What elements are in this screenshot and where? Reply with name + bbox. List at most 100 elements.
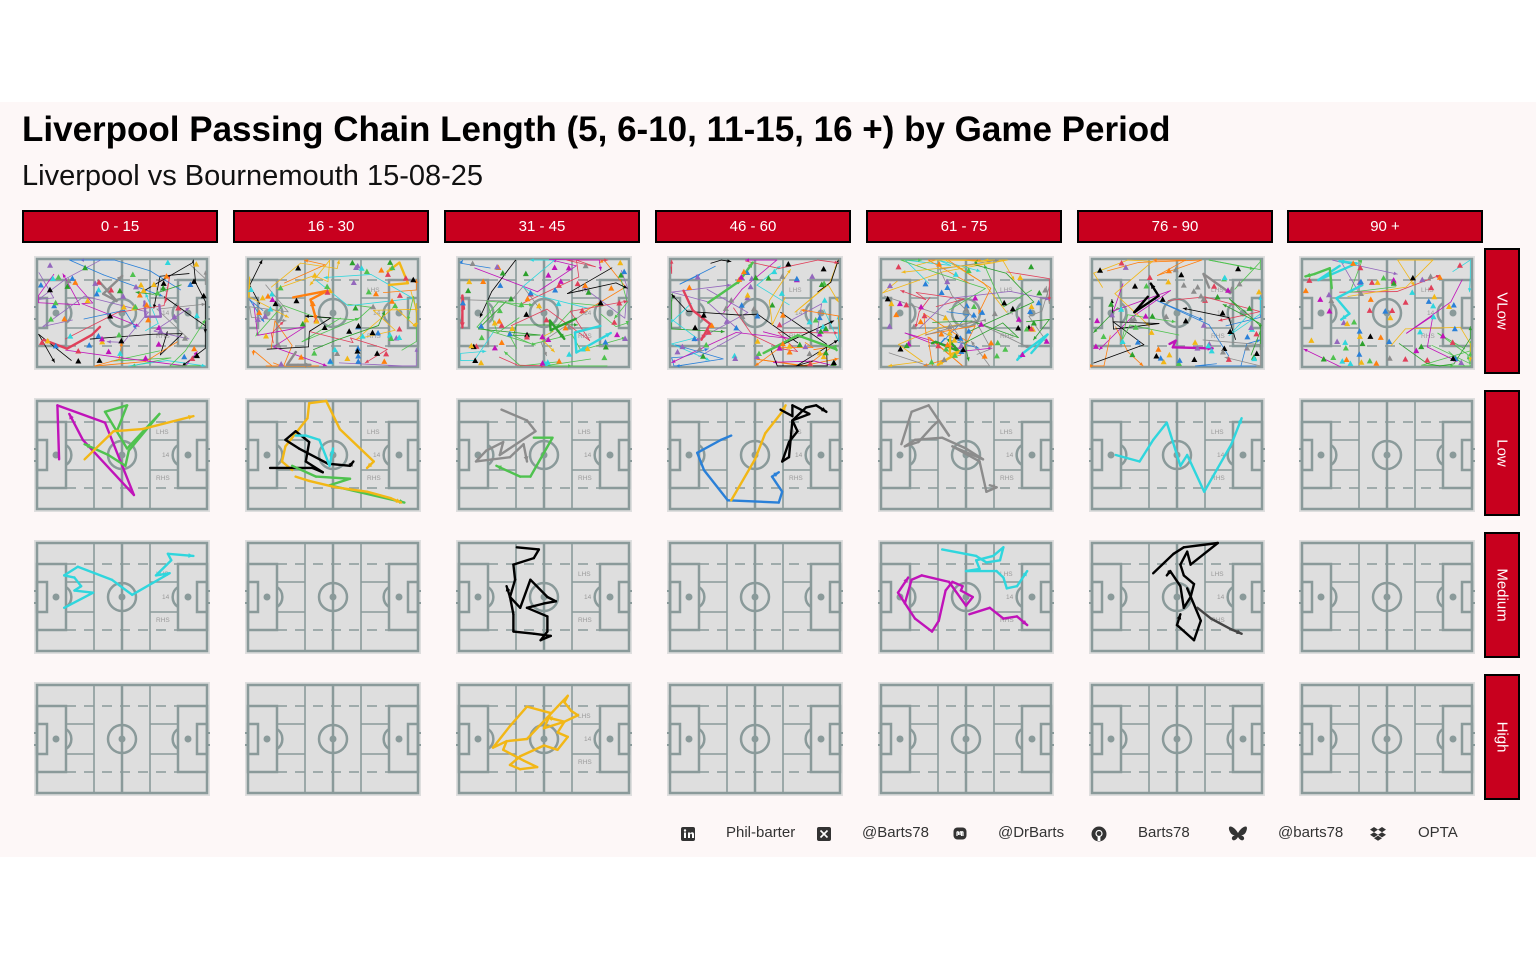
period-strip: 31 - 45 xyxy=(444,210,640,243)
pass-chain xyxy=(479,259,517,318)
pass-segment xyxy=(1130,290,1171,319)
pass-marker xyxy=(105,348,112,355)
pass-marker xyxy=(1308,337,1315,343)
pass-chain xyxy=(800,308,841,335)
pass-marker xyxy=(1208,347,1215,354)
pass-segment xyxy=(1179,453,1189,468)
pass-marker xyxy=(468,342,475,349)
zone-label-lhs: LHS xyxy=(1211,287,1224,294)
x-handle[interactable]: @Barts78 xyxy=(862,824,929,841)
pass-marker xyxy=(946,330,953,336)
pass-segment xyxy=(532,548,541,560)
pass-marker xyxy=(1211,283,1218,289)
pass-marker xyxy=(918,303,925,310)
pass-chain xyxy=(276,259,331,290)
pass-segment xyxy=(474,449,488,463)
pass-marker xyxy=(545,272,552,278)
pass-marker xyxy=(555,300,562,307)
pass-marker xyxy=(611,319,618,325)
pass-chain xyxy=(548,259,602,271)
pass-segment xyxy=(338,362,403,367)
github-handle[interactable]: Barts78 xyxy=(1138,824,1190,841)
pitch-markings xyxy=(1297,540,1477,654)
level-strip-label: Low xyxy=(1493,439,1511,467)
pass-marker xyxy=(478,334,485,341)
pass-segment xyxy=(486,300,498,334)
pass-marker xyxy=(582,262,589,269)
pass-marker xyxy=(816,349,823,356)
zone-label-lhs: LHS xyxy=(1000,429,1013,436)
pass-marker xyxy=(802,343,809,350)
pass-arrowhead xyxy=(164,298,168,303)
pass-segment xyxy=(124,449,131,468)
pass-marker xyxy=(1390,280,1397,286)
pass-segment xyxy=(463,299,512,302)
pass-marker xyxy=(349,259,356,266)
pass-segment xyxy=(314,475,352,480)
pass-segment xyxy=(529,436,554,478)
pass-segment xyxy=(522,259,556,288)
github-icon[interactable] xyxy=(1091,822,1109,844)
pass-marker xyxy=(935,342,942,349)
pass-marker xyxy=(160,285,167,291)
pass-arrowhead xyxy=(1093,328,1098,333)
pass-marker xyxy=(383,350,390,357)
pass-chain xyxy=(145,293,159,331)
pass-segment xyxy=(365,490,393,500)
pass-segment xyxy=(1439,363,1455,367)
pass-marker xyxy=(700,312,707,318)
pass-segment xyxy=(976,348,992,355)
linkedin-handle[interactable]: Phil-barter xyxy=(726,824,796,841)
pass-segment xyxy=(546,308,591,341)
bluesky-icon[interactable] xyxy=(1228,822,1247,844)
pass-marker xyxy=(740,268,747,275)
pass-marker xyxy=(820,353,827,360)
pass-segment xyxy=(882,271,944,294)
x-icon[interactable] xyxy=(817,822,835,844)
pass-segment xyxy=(780,455,791,463)
mastodon-handle[interactable]: @DrBarts xyxy=(998,824,1065,841)
pass-segment xyxy=(1202,541,1220,556)
pass-segment xyxy=(671,347,703,364)
pass-chain xyxy=(968,606,1029,627)
pass-arrowhead xyxy=(550,348,555,352)
pass-segment xyxy=(968,301,1035,333)
pass-marker xyxy=(585,289,592,295)
zone-label-rhs: RHS xyxy=(578,475,592,482)
pass-segment xyxy=(73,576,83,588)
pass-arrowhead xyxy=(1139,362,1144,366)
pass-segment xyxy=(280,445,287,463)
pass-segment xyxy=(1114,260,1154,294)
pass-marker xyxy=(363,268,370,275)
pass-marker xyxy=(1344,320,1351,327)
pass-segment xyxy=(940,436,968,450)
pass-marker xyxy=(92,280,99,286)
pass-segment xyxy=(1390,328,1406,346)
pass-marker xyxy=(396,334,403,340)
linkedin-icon[interactable] xyxy=(681,822,699,844)
pass-segment xyxy=(502,739,508,752)
pass-segment xyxy=(350,337,354,343)
pass-segment xyxy=(791,406,808,422)
mastodon-icon[interactable] xyxy=(953,822,971,844)
pass-marker xyxy=(942,314,949,321)
pass-segment xyxy=(309,289,329,301)
pitch-panel xyxy=(1087,682,1267,796)
pitch-markings xyxy=(1297,682,1477,796)
pass-segment xyxy=(508,333,533,345)
pass-segment xyxy=(1127,259,1154,262)
pass-marker xyxy=(1450,302,1457,308)
pass-marker xyxy=(708,322,715,328)
pass-chain xyxy=(156,302,206,339)
pass-segment xyxy=(1179,550,1189,566)
pass-marker xyxy=(765,275,772,281)
pass-marker xyxy=(539,360,546,366)
pass-segment xyxy=(508,443,525,459)
bluesky-handle[interactable]: @barts78 xyxy=(1278,824,1344,841)
pass-chain xyxy=(313,310,386,351)
pass-segment xyxy=(364,348,388,364)
pass-marker xyxy=(1023,326,1030,332)
pass-segment xyxy=(531,333,573,345)
pass-segment xyxy=(1121,314,1129,342)
pass-segment xyxy=(1151,552,1175,575)
